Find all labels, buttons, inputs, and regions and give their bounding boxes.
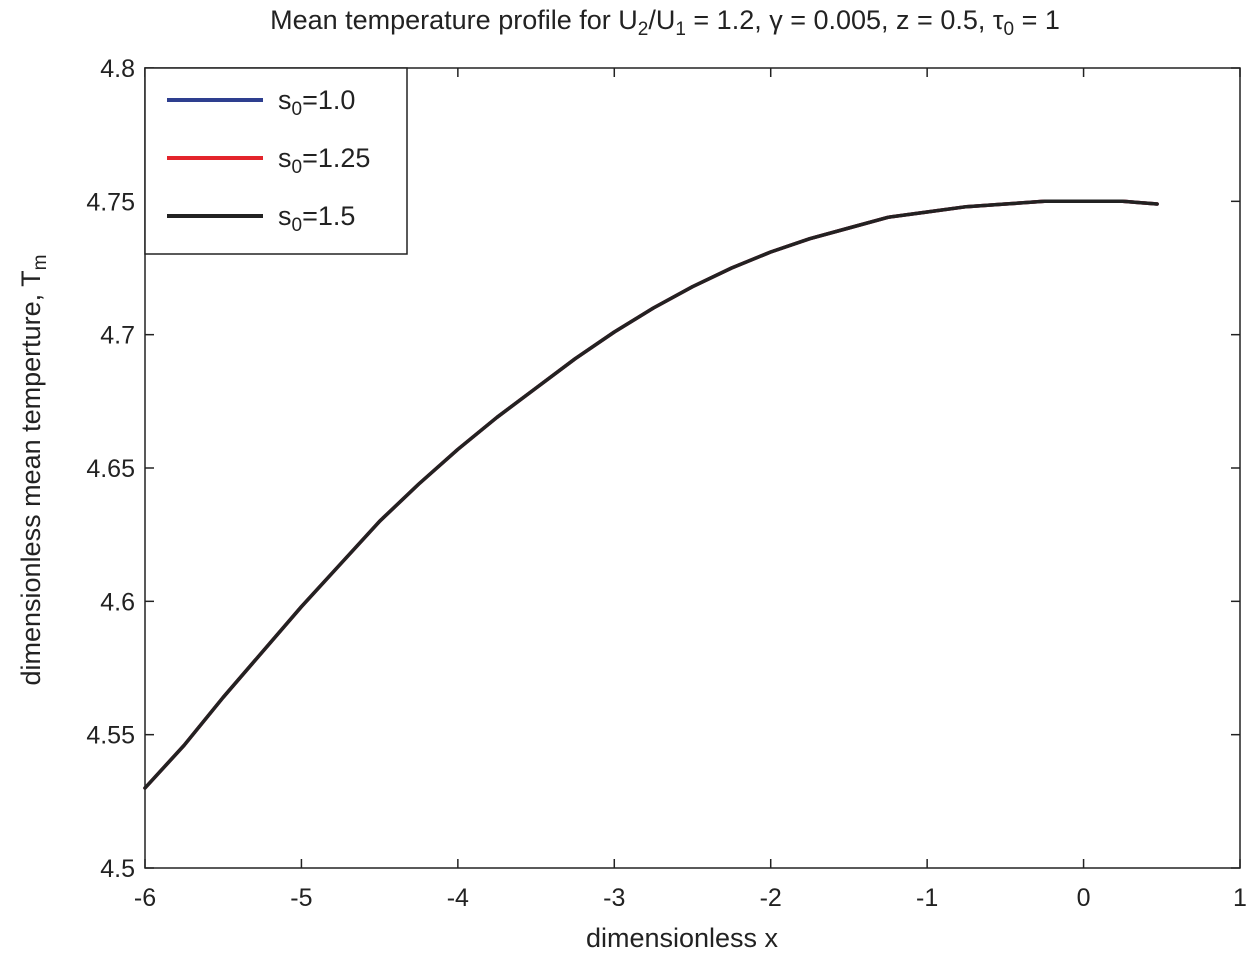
text-segment: s [278, 201, 292, 231]
subscript: 0 [292, 157, 303, 178]
series-line-2 [143, 199, 1159, 790]
x-axis-label: dimensionless x [586, 923, 779, 953]
y-tick-label: 4.6 [100, 588, 135, 616]
x-tick-label: 1 [1233, 884, 1247, 912]
legend-label-2: s0=1.5 [278, 201, 355, 236]
series-line-1 [143, 199, 1159, 790]
y-tick-label: 4.5 [100, 855, 135, 883]
x-tick-label: -2 [760, 884, 782, 912]
subscript: m [30, 254, 51, 270]
y-tick-label: 4.7 [100, 322, 135, 350]
legend-label-1: s0=1.25 [278, 143, 370, 178]
y-tick-label: 4.65 [86, 455, 135, 483]
y-tick-label: 4.55 [86, 722, 135, 750]
series-layer [143, 199, 1159, 790]
text-segment: s [278, 85, 292, 115]
subscript: 1 [675, 19, 686, 40]
text-segment: dimensionless mean temperture, T [16, 270, 46, 685]
series-line-0 [143, 199, 1159, 790]
y-axis-label: dimensionless mean temperture, Tm [16, 254, 51, 685]
x-tick-label: -4 [447, 884, 469, 912]
subscript: 2 [638, 19, 649, 40]
text-segment: Mean temperature profile for U [270, 5, 638, 35]
subscript: 0 [1004, 19, 1015, 40]
x-tick-label: 0 [1077, 884, 1091, 912]
x-tick-label: -6 [134, 884, 156, 912]
y-tick-label: 4.8 [100, 55, 135, 83]
labels-layer: Mean temperature profile for U2/U1 = 1.2… [16, 5, 1060, 953]
y-tick-label: 4.75 [86, 188, 135, 216]
text-segment: = 1 [1014, 5, 1060, 35]
subscript: 0 [292, 99, 303, 120]
text-segment: =1.25 [302, 143, 370, 173]
chart-title: Mean temperature profile for U2/U1 = 1.2… [270, 5, 1060, 40]
subscript: 0 [292, 215, 303, 236]
legend-label-0: s0=1.0 [278, 85, 355, 120]
text-segment: s [278, 143, 292, 173]
text-segment: /U [648, 5, 675, 35]
text-segment: =1.0 [302, 85, 355, 115]
x-tick-label: -5 [290, 884, 312, 912]
ticks-layer: -6 -5 -4 -3 -2 -1 0 1 4.5 4.55 4.6 4.65 4.7 4.75 4.8 [86, 55, 1247, 912]
text-segment: =1.5 [302, 201, 355, 231]
text-segment: = 1.2, γ = 0.005, z = 0.5, τ [686, 5, 1004, 35]
x-tick-label: -3 [603, 884, 625, 912]
x-tick-label: -1 [916, 884, 938, 912]
